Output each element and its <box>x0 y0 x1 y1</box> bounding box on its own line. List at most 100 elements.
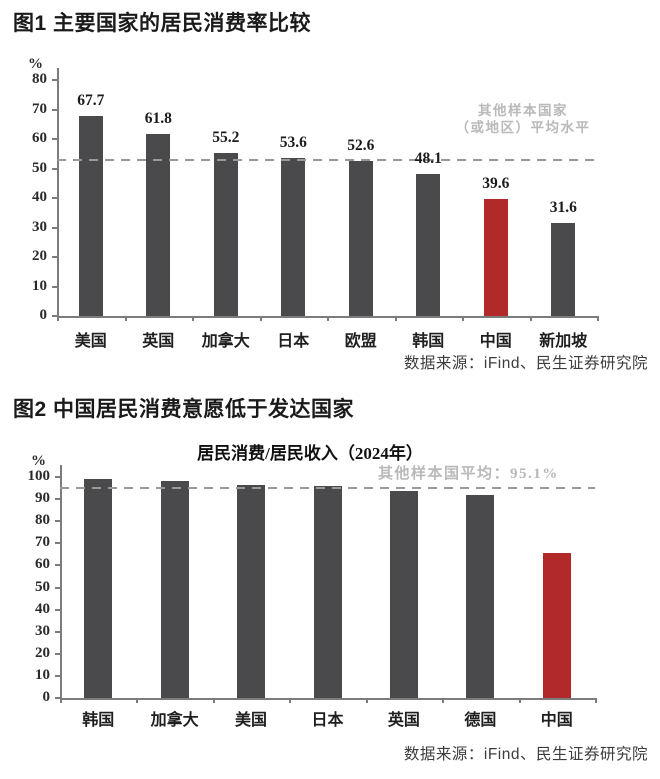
y-axis-tick-label: 30 <box>35 622 50 639</box>
x-axis-category-label: 中国 <box>540 712 573 729</box>
y-axis-tick-label: 90 <box>35 490 50 507</box>
chart-subtitle: 居民消费/居民收入（2024年） <box>197 444 423 463</box>
x-axis-tick <box>462 316 464 321</box>
x-axis-category-label: 韩国 <box>412 333 445 350</box>
bar-value-label: 53.6 <box>279 133 307 151</box>
x-axis-tick <box>60 698 62 703</box>
y-axis-tick-label: 30 <box>32 218 47 235</box>
x-axis-category-label: 英国 <box>142 333 175 350</box>
x-axis-category-label: 美国 <box>74 333 107 350</box>
annotation-line: 其他样本国家 <box>478 103 568 118</box>
y-axis-tick-label: 10 <box>32 277 47 294</box>
x-axis-tick <box>57 316 59 321</box>
x-axis-tick <box>192 316 194 321</box>
x-axis-category-label: 日本 <box>277 333 310 350</box>
figure2-heading: 图2 中国居民消费意愿低于发达国家 <box>13 398 355 421</box>
bar-value-label: 61.8 <box>144 109 172 127</box>
figure1-source: 数据来源：iFind、民生证券研究院 <box>403 355 648 372</box>
bar <box>348 160 373 316</box>
y-axis-tick <box>52 167 57 170</box>
x-axis-category-label: 加拿大 <box>150 712 199 729</box>
y-axis-tick <box>52 79 57 81</box>
bar <box>160 481 189 698</box>
y-axis-tick <box>55 608 60 611</box>
bar-value-label: 55.2 <box>212 129 240 147</box>
y-axis-tick <box>55 542 60 545</box>
bar-value-label: 48.1 <box>414 150 442 168</box>
figure2-source: 数据来源：iFind、民生证券研究院 <box>403 746 648 763</box>
y-axis-tick <box>52 226 57 229</box>
y-axis-tick-label: 80 <box>32 71 47 87</box>
figure1-heading: 图1 主要国家的居民消费率比较 <box>13 12 312 35</box>
y-axis-tick <box>55 697 60 699</box>
y-axis-tick <box>55 630 60 633</box>
x-axis-category-label: 加拿大 <box>201 333 250 350</box>
average-dashed-line <box>57 158 597 161</box>
y-axis-tick-label: 70 <box>32 100 47 117</box>
x-axis-line <box>60 698 597 700</box>
x-axis-tick <box>259 316 262 321</box>
bar <box>389 491 418 698</box>
bar <box>281 157 306 316</box>
x-axis-tick <box>518 698 521 703</box>
x-axis-tick <box>394 316 397 321</box>
y-axis-tick <box>55 652 60 655</box>
y-axis-tick-label: 60 <box>35 556 50 573</box>
bar-value-label: 52.6 <box>347 136 375 154</box>
x-axis-category-label: 韩国 <box>82 712 115 729</box>
bar-highlighted <box>542 553 571 698</box>
bar <box>551 222 576 316</box>
y-axis-line <box>60 465 62 698</box>
x-axis-category-label: 日本 <box>311 712 344 729</box>
bar-highlighted <box>483 199 508 316</box>
x-axis-tick <box>442 698 445 703</box>
y-axis-tick-label: 70 <box>35 534 50 551</box>
y-axis-unit-label: % <box>28 56 43 72</box>
figure2-chart: % 0 10 20 30 40 50 60 70 80 90 100 韩国 加拿大 美国 日本 英国 德国 中国 其他… <box>0 438 660 738</box>
average-dashed-line <box>60 486 595 489</box>
y-axis-tick <box>52 138 57 140</box>
y-axis-tick <box>55 586 60 589</box>
x-axis-tick <box>327 316 329 321</box>
y-axis-tick <box>55 498 60 501</box>
x-axis-tick <box>124 316 127 321</box>
y-axis-tick-label: 50 <box>32 159 47 176</box>
annotation-line: （或地区）平均水平 <box>455 120 591 135</box>
x-axis-category-label: 美国 <box>235 712 268 729</box>
y-axis-tick-label: 0 <box>42 689 51 705</box>
average-line-annotation: 其他样本国家 （或地区）平均水平 <box>438 102 608 136</box>
y-axis-unit-label: % <box>31 453 46 469</box>
figure1-chart: % 0 10 20 30 40 50 60 70 80 67.7 美国 61.8 英国 55.2 加拿大 53.… <box>0 52 660 352</box>
y-axis-tick-label: 10 <box>35 666 50 683</box>
x-axis-category-label: 英国 <box>387 712 420 729</box>
y-axis-tick <box>55 476 60 478</box>
bar <box>78 116 103 316</box>
y-axis-tick-label: 50 <box>35 578 50 595</box>
x-axis-tick <box>529 316 532 321</box>
bar-value-label: 39.6 <box>482 175 510 193</box>
x-axis-category-label: 中国 <box>479 333 512 350</box>
bar-value-label: 31.6 <box>549 198 577 216</box>
bar-value-label: 67.7 <box>77 92 105 110</box>
y-axis-tick-label: 40 <box>32 189 47 205</box>
bar <box>84 479 113 698</box>
y-axis-tick-label: 60 <box>32 130 47 146</box>
y-axis-tick-label: 80 <box>35 512 50 529</box>
bar <box>313 485 342 698</box>
y-axis-tick <box>52 285 57 288</box>
x-axis-tick <box>365 698 368 703</box>
y-axis-line <box>57 68 59 316</box>
x-axis-category-label: 欧盟 <box>344 333 377 350</box>
y-axis-tick <box>55 564 60 567</box>
y-axis-tick-label: 20 <box>35 644 50 661</box>
x-axis-tick <box>595 698 597 703</box>
bar <box>416 174 441 316</box>
x-axis-tick <box>136 698 139 703</box>
average-line-annotation: 其他样本国平均：95.1% <box>378 466 593 483</box>
y-axis-tick <box>55 674 60 677</box>
x-axis-category-label: 新加坡 <box>539 333 588 350</box>
annotation-line: 其他样本国平均：95.1% <box>378 466 559 482</box>
y-axis-tick-label: 40 <box>35 600 50 617</box>
y-axis-tick-label: 20 <box>32 248 47 264</box>
